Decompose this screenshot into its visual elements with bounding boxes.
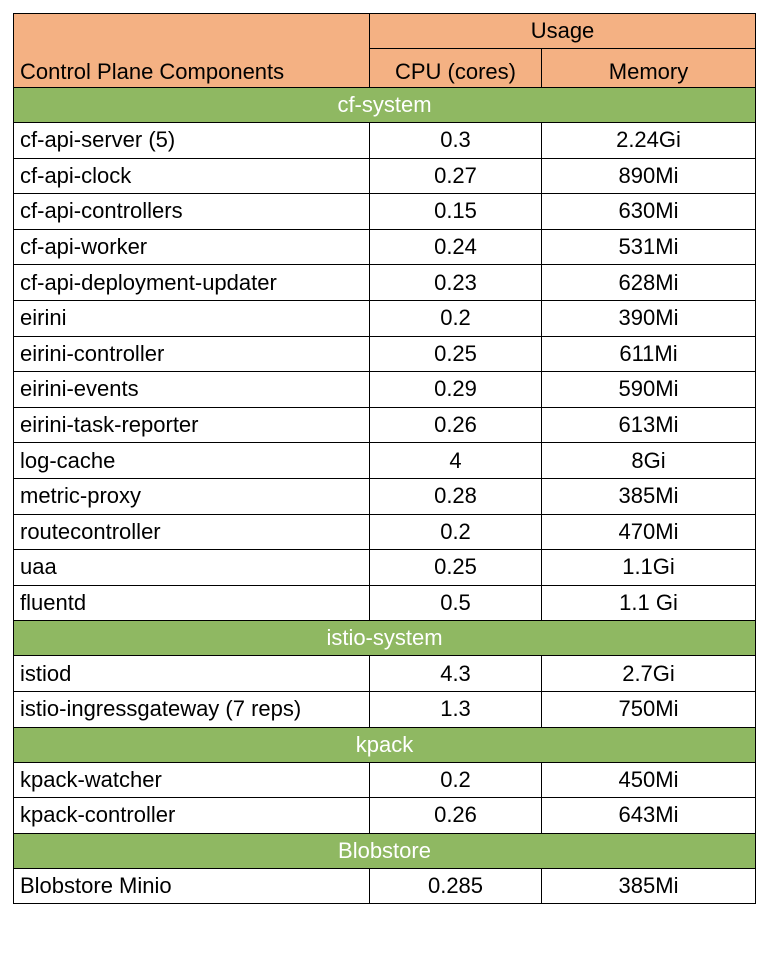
component-cell: istio-ingressgateway (7 reps) xyxy=(13,690,370,728)
group-header-row: kpack xyxy=(13,726,756,763)
memory-cell: 385Mi xyxy=(541,477,756,515)
cpu-cell: 0.26 xyxy=(369,406,542,444)
group-name: istio-system xyxy=(13,620,756,657)
component-cell: uaa xyxy=(13,549,370,586)
table-row: uaa 0.25 1.1Gi xyxy=(13,549,756,586)
component-cell: metric-proxy xyxy=(13,477,370,515)
component-cell: eirini-task-reporter xyxy=(13,406,370,444)
memory-cell: 590Mi xyxy=(541,371,756,408)
component-cell: routecontroller xyxy=(13,513,370,551)
memory-cell: 890Mi xyxy=(541,157,756,195)
memory-cell: 385Mi xyxy=(541,867,756,905)
table-header: Usage Control Plane Components CPU (core… xyxy=(13,13,756,88)
component-cell: cf-api-deployment-updater xyxy=(13,264,370,301)
component-cell: log-cache xyxy=(13,442,370,479)
memory-cell: 1.1 Gi xyxy=(541,584,756,622)
table-row: eirini-controller 0.25 611Mi xyxy=(13,335,756,373)
memory-cell: 611Mi xyxy=(541,335,756,373)
table-row: log-cache 4 8Gi xyxy=(13,442,756,479)
table-row: kpack-controller 0.26 643Mi xyxy=(13,797,756,834)
component-cell: fluentd xyxy=(13,584,370,622)
memory-cell: 390Mi xyxy=(541,299,756,337)
cpu-cell: 0.3 xyxy=(369,122,542,159)
header-cpu: CPU (cores) xyxy=(369,48,542,88)
cpu-cell: 4.3 xyxy=(369,655,542,692)
group-name: Blobstore xyxy=(13,832,756,869)
memory-cell: 450Mi xyxy=(541,761,756,799)
table-row: routecontroller 0.2 470Mi xyxy=(13,513,756,551)
table-row: eirini 0.2 390Mi xyxy=(13,299,756,337)
group-header-row: cf-system xyxy=(13,87,756,123)
memory-cell: 750Mi xyxy=(541,690,756,728)
cpu-cell: 0.25 xyxy=(369,549,542,586)
component-cell: kpack-controller xyxy=(13,797,370,834)
cpu-cell: 0.2 xyxy=(369,761,542,799)
component-cell: cf-api-controllers xyxy=(13,193,370,230)
cpu-cell: 0.25 xyxy=(369,335,542,373)
group-name: cf-system xyxy=(13,87,756,123)
cpu-cell: 1.3 xyxy=(369,690,542,728)
cpu-cell: 0.15 xyxy=(369,193,542,230)
cpu-cell: 0.29 xyxy=(369,371,542,408)
component-cell: kpack-watcher xyxy=(13,761,370,799)
table-row: metric-proxy 0.28 385Mi xyxy=(13,477,756,515)
component-cell: cf-api-clock xyxy=(13,157,370,195)
group-header-row: istio-system xyxy=(13,620,756,657)
header-memory: Memory xyxy=(541,48,756,88)
table-row: fluentd 0.5 1.1 Gi xyxy=(13,584,756,622)
table-row: cf-api-deployment-updater 0.23 628Mi xyxy=(13,264,756,301)
memory-cell: 628Mi xyxy=(541,264,756,301)
cpu-cell: 0.5 xyxy=(369,584,542,622)
usage-table: Usage Control Plane Components CPU (core… xyxy=(13,13,756,905)
memory-cell: 2.7Gi xyxy=(541,655,756,692)
table-row: kpack-watcher 0.2 450Mi xyxy=(13,761,756,799)
memory-cell: 630Mi xyxy=(541,193,756,230)
table-row: Blobstore Minio 0.285 385Mi xyxy=(13,867,756,905)
table-row: istiod 4.3 2.7Gi xyxy=(13,655,756,692)
table-row: eirini-task-reporter 0.26 613Mi xyxy=(13,406,756,444)
table-row: cf-api-server (5) 0.3 2.24Gi xyxy=(13,122,756,159)
cpu-cell: 0.28 xyxy=(369,477,542,515)
table-body: cf-system cf-api-server (5) 0.3 2.24Gi cf-ap… xyxy=(13,87,756,905)
cpu-cell: 0.2 xyxy=(369,299,542,337)
table-row: cf-api-clock 0.27 890Mi xyxy=(13,157,756,195)
component-cell: eirini-events xyxy=(13,371,370,408)
component-cell: Blobstore Minio xyxy=(13,867,370,905)
table-row: cf-api-controllers 0.15 630Mi xyxy=(13,193,756,230)
cpu-cell: 0.27 xyxy=(369,157,542,195)
cpu-cell: 0.2 xyxy=(369,513,542,551)
memory-cell: 8Gi xyxy=(541,442,756,479)
memory-cell: 643Mi xyxy=(541,797,756,834)
cpu-cell: 0.285 xyxy=(369,867,542,905)
header-component: Control Plane Components xyxy=(13,48,370,88)
cpu-cell: 0.24 xyxy=(369,228,542,266)
memory-cell: 531Mi xyxy=(541,228,756,266)
memory-cell: 470Mi xyxy=(541,513,756,551)
group-header-row: Blobstore xyxy=(13,832,756,869)
component-cell: eirini xyxy=(13,299,370,337)
table-row: cf-api-worker 0.24 531Mi xyxy=(13,228,756,266)
table-row: istio-ingressgateway (7 reps) 1.3 750Mi xyxy=(13,690,756,728)
component-cell: cf-api-server (5) xyxy=(13,122,370,159)
memory-cell: 613Mi xyxy=(541,406,756,444)
header-usage: Usage xyxy=(369,13,756,49)
memory-cell: 2.24Gi xyxy=(541,122,756,159)
table-row: eirini-events 0.29 590Mi xyxy=(13,371,756,408)
cpu-cell: 0.26 xyxy=(369,797,542,834)
group-name: kpack xyxy=(13,726,756,763)
cpu-cell: 0.23 xyxy=(369,264,542,301)
memory-cell: 1.1Gi xyxy=(541,549,756,586)
component-cell: cf-api-worker xyxy=(13,228,370,266)
header-component-cell-top xyxy=(13,13,370,49)
cpu-cell: 4 xyxy=(369,442,542,479)
component-cell: istiod xyxy=(13,655,370,692)
component-cell: eirini-controller xyxy=(13,335,370,373)
